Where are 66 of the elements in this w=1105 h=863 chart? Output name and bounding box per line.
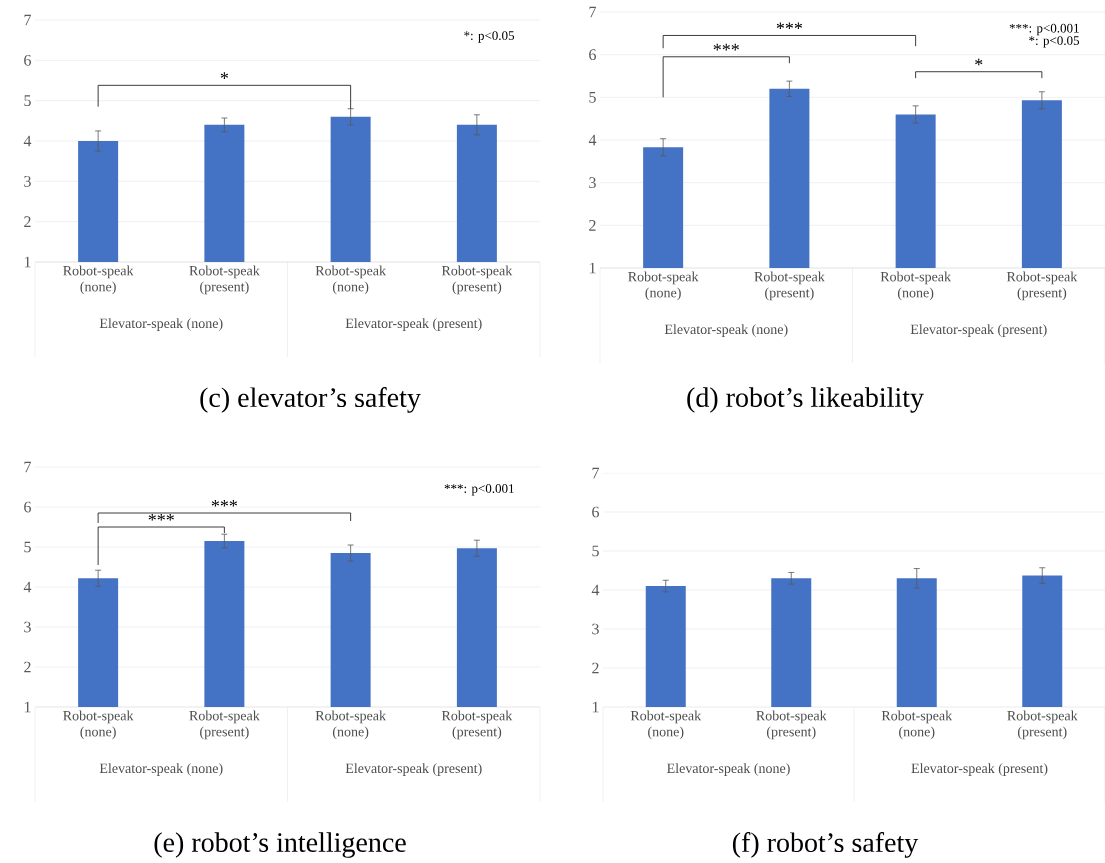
y-tick-label: 1 — [24, 256, 31, 268]
y-tick-label: 3 — [24, 621, 31, 633]
y-tick-label: 6 — [24, 501, 31, 513]
text: Elevator-speak (none) — [99, 318, 223, 331]
x-tick-label: Robot-speak (none) — [880, 271, 952, 301]
y-tick-label: 3 — [589, 177, 596, 189]
y-tick-label: 1 — [589, 262, 596, 274]
x-tick-label: Robot-speak (present) — [189, 265, 260, 295]
x-tick-label: Robot-speak (present) — [1006, 271, 1078, 301]
text: (c) elevator’s safety — [200, 387, 421, 413]
x-tick-label: Robot-speak (present) — [189, 710, 260, 740]
y-tick-label: 7 — [24, 14, 32, 26]
y-tick-label: 2 — [24, 661, 31, 673]
x-tick-label: Robot-speak (none) — [628, 271, 699, 301]
y-tick-label: 7 — [592, 467, 600, 479]
y-tick-label: 1 — [24, 701, 31, 713]
y-tick-label: 2 — [589, 220, 596, 231]
y-tick-label: 5 — [592, 545, 599, 557]
y-tick-label: 7 — [24, 461, 32, 473]
annotation: *** — [713, 43, 739, 51]
text: Elevator-speak (none) — [664, 324, 788, 337]
text: (f) robot’s safety — [732, 832, 919, 858]
x-tick-label: Robot-speak (none) — [630, 710, 702, 740]
annotation: ***: p<0.001 — [1009, 23, 1079, 36]
x-tick-label: Robot-speak (present) — [754, 271, 825, 301]
y-tick-label: 4 — [23, 581, 32, 593]
x-tick-label: Robot-speak (present) — [441, 710, 513, 740]
annotation: *: p<0.05 — [464, 31, 515, 43]
y-tick-label: 4 — [591, 584, 600, 596]
y-tick-label: 3 — [592, 623, 599, 635]
y-tick-label: 4 — [588, 134, 597, 146]
annotation: *** — [148, 514, 174, 521]
annotation: *: p<0.05 — [1029, 36, 1080, 48]
x-tick-label: Robot-speak (none) — [63, 265, 134, 295]
text: Elevator-speak (none) — [667, 763, 790, 776]
x-tick-label: Robot-speak (none) — [63, 710, 134, 740]
y-tick-label: 6 — [592, 506, 599, 518]
y-tick-label: 2 — [592, 662, 599, 674]
text: Elevator-speak (none) — [99, 763, 223, 776]
text: Elevator-speak (present) — [345, 318, 482, 331]
y-tick-label: 3 — [24, 175, 31, 187]
x-tick-label: Robot-speak (none) — [315, 710, 387, 740]
y-tick-label: 7 — [589, 6, 597, 18]
y-tick-label: 5 — [589, 92, 596, 103]
x-tick-label: Robot-speak (present) — [756, 710, 827, 740]
text: Elevator-speak (present) — [910, 324, 1047, 337]
annotation: * — [220, 72, 229, 79]
y-tick-label: 6 — [24, 54, 31, 66]
annotation: * — [975, 58, 983, 66]
y-tick-label: 6 — [589, 49, 596, 61]
x-tick-label: Robot-speak (none) — [315, 265, 387, 295]
annotation: *** — [211, 500, 238, 507]
text: (d) robot’s likeability — [687, 387, 924, 413]
x-tick-label: Robot-speak (none) — [881, 710, 953, 740]
annotation: *** — [776, 22, 803, 30]
y-tick-label: 2 — [24, 216, 31, 227]
text: Elevator-speak (present) — [345, 763, 482, 776]
y-tick-label: 5 — [24, 541, 31, 553]
annotation: ***: p<0.001 — [444, 484, 514, 496]
x-tick-label: Robot-speak (present) — [441, 265, 513, 295]
text: Elevator-speak (present) — [911, 763, 1048, 776]
x-tick-label: Robot-speak (present) — [1007, 710, 1078, 740]
y-tick-label: 5 — [24, 95, 31, 106]
text: (e) robot’s intelligence — [154, 832, 406, 858]
y-tick-label: 1 — [592, 701, 599, 713]
y-tick-label: 4 — [23, 135, 32, 147]
